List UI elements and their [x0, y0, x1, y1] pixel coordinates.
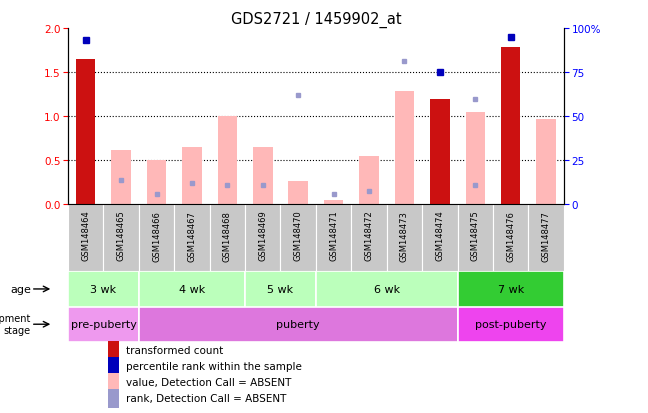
Text: puberty: puberty	[277, 319, 320, 330]
Bar	[218, 117, 237, 205]
Text: GSM148471: GSM148471	[329, 210, 338, 261]
Bar	[528, 205, 564, 272]
Bar	[174, 205, 210, 272]
Bar	[359, 157, 378, 205]
Bar	[139, 307, 457, 342]
Bar	[493, 205, 528, 272]
Bar	[457, 205, 493, 272]
Bar	[245, 272, 316, 307]
Text: 4 wk: 4 wk	[179, 284, 205, 294]
Text: GSM148474: GSM148474	[435, 210, 445, 261]
Bar	[245, 205, 281, 272]
Bar	[68, 307, 139, 342]
Text: 6 wk: 6 wk	[374, 284, 400, 294]
Bar	[139, 272, 245, 307]
Bar	[108, 357, 119, 375]
Bar	[111, 150, 131, 205]
Bar	[324, 200, 343, 205]
Text: development
stage: development stage	[0, 313, 31, 335]
Text: post-puberty: post-puberty	[475, 319, 546, 330]
Bar	[68, 205, 104, 272]
Bar	[465, 112, 485, 205]
Bar	[108, 341, 119, 359]
Text: transformed count: transformed count	[126, 345, 224, 355]
Bar	[182, 147, 202, 205]
Text: GSM148476: GSM148476	[506, 210, 515, 261]
Text: age: age	[10, 284, 31, 294]
Bar	[387, 205, 422, 272]
Bar	[108, 373, 119, 392]
Bar	[457, 272, 564, 307]
Bar	[316, 205, 351, 272]
Text: GSM148473: GSM148473	[400, 210, 409, 261]
Text: 5 wk: 5 wk	[268, 284, 294, 294]
Text: 3 wk: 3 wk	[90, 284, 117, 294]
Text: GSM148475: GSM148475	[470, 210, 480, 261]
Bar	[351, 205, 387, 272]
Bar	[76, 60, 95, 205]
Text: rank, Detection Call = ABSENT: rank, Detection Call = ABSENT	[126, 393, 286, 403]
Text: GSM148468: GSM148468	[223, 210, 232, 261]
Bar	[104, 205, 139, 272]
Bar	[395, 92, 414, 205]
Text: percentile rank within the sample: percentile rank within the sample	[126, 361, 302, 371]
Bar	[253, 147, 273, 205]
Text: GSM148464: GSM148464	[81, 210, 90, 261]
Text: GSM148467: GSM148467	[187, 210, 196, 261]
Bar	[316, 272, 457, 307]
Text: GSM148472: GSM148472	[365, 210, 373, 261]
Bar	[430, 99, 450, 205]
Bar	[147, 161, 167, 205]
Bar	[288, 182, 308, 205]
Text: pre-puberty: pre-puberty	[71, 319, 136, 330]
Text: GSM148466: GSM148466	[152, 210, 161, 261]
Bar	[457, 307, 564, 342]
Bar	[501, 48, 520, 205]
Bar	[537, 119, 556, 205]
Text: GSM148465: GSM148465	[117, 210, 126, 261]
Bar	[281, 205, 316, 272]
Text: GSM148477: GSM148477	[542, 210, 551, 261]
Text: 7 wk: 7 wk	[498, 284, 524, 294]
Bar	[210, 205, 245, 272]
Bar	[108, 389, 119, 408]
Text: GSM148469: GSM148469	[259, 210, 267, 261]
Title: GDS2721 / 1459902_at: GDS2721 / 1459902_at	[231, 12, 401, 28]
Bar	[422, 205, 457, 272]
Text: GSM148470: GSM148470	[294, 210, 303, 261]
Bar	[68, 272, 139, 307]
Text: value, Detection Call = ABSENT: value, Detection Call = ABSENT	[126, 377, 292, 387]
Bar	[139, 205, 174, 272]
